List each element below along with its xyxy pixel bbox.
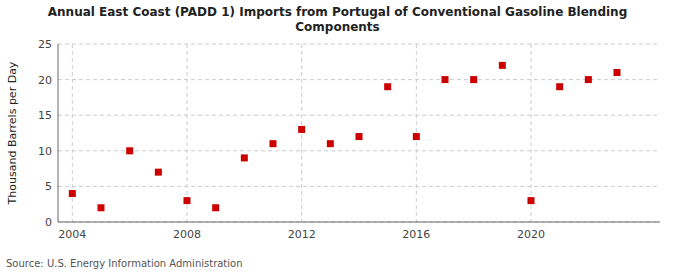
x-tick-label: 2008 — [173, 228, 201, 241]
x-tick-label: 2004 — [58, 228, 86, 241]
y-tick-label: 10 — [38, 145, 52, 158]
point — [356, 133, 363, 140]
point — [98, 204, 105, 211]
x-grid-line — [301, 44, 302, 222]
x-grid-line — [416, 44, 417, 222]
y-axis-line — [58, 44, 59, 222]
title: Annual East Coast (PADD 1) Imports from … — [48, 5, 627, 34]
y-grid-line — [58, 79, 660, 80]
title-line: Components — [295, 20, 380, 34]
point — [184, 197, 191, 204]
point — [556, 83, 563, 90]
point — [155, 169, 162, 176]
y-tick-label: 5 — [45, 180, 52, 193]
point — [413, 133, 420, 140]
point — [327, 140, 334, 147]
point — [470, 76, 477, 83]
point — [384, 83, 391, 90]
x-tick-label: 2012 — [288, 228, 316, 241]
points — [69, 62, 621, 211]
x-axis-line — [58, 222, 660, 223]
chart-svg: Annual East Coast (PADD 1) Imports from … — [0, 0, 675, 275]
y-tick-label: 15 — [38, 109, 52, 122]
x-grid-line — [531, 44, 532, 222]
y-grid-line — [58, 44, 660, 45]
point — [69, 190, 76, 197]
title-line: Annual East Coast (PADD 1) Imports from … — [48, 5, 627, 19]
y-tick-label: 25 — [38, 38, 52, 51]
y-grid-line — [58, 222, 660, 223]
source: Source: U.S. Energy Information Administ… — [6, 258, 243, 269]
point — [499, 62, 506, 69]
y-axis-label: Thousand Barrels per Day — [6, 61, 19, 205]
x-tick-label: 2020 — [517, 228, 545, 241]
y-grid-line — [58, 186, 660, 187]
point — [298, 126, 305, 133]
point — [614, 69, 621, 76]
point — [212, 204, 219, 211]
y-tick-label: 0 — [45, 216, 52, 229]
x-tick-label: 2016 — [402, 228, 430, 241]
y-tick-label: 20 — [38, 74, 52, 87]
point — [442, 76, 449, 83]
point — [241, 154, 248, 161]
grid — [58, 44, 660, 222]
point — [528, 197, 535, 204]
y-grid-line — [58, 115, 660, 116]
y-grid-line — [58, 150, 660, 151]
point — [270, 140, 277, 147]
x-grid-line — [187, 44, 188, 222]
point — [126, 147, 133, 154]
point — [585, 76, 592, 83]
chart-container: Annual East Coast (PADD 1) Imports from … — [0, 0, 675, 275]
